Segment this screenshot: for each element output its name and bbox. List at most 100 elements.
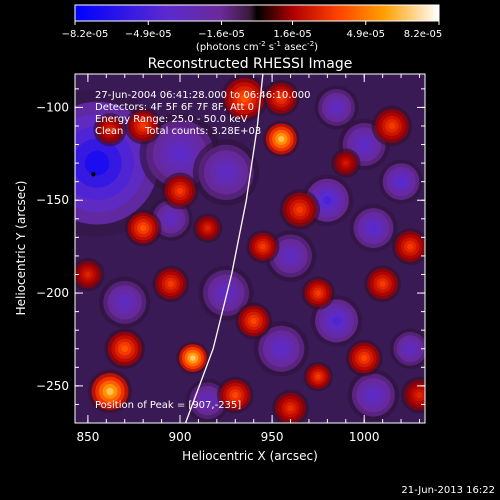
heatmap-blob-layer — [416, 392, 423, 399]
heatmap-blob-layer — [361, 354, 368, 362]
marker-dot — [91, 172, 96, 177]
heatmap-blob — [185, 378, 230, 423]
y-tick-label: −200 — [36, 286, 69, 300]
heatmap-blob — [124, 209, 162, 247]
colorbar-tick-label: −4.9e-05 — [125, 29, 172, 40]
heatmap-blob-layer — [85, 271, 91, 278]
heatmap-blob-layer — [369, 390, 378, 400]
heatmap-blob-layer — [286, 251, 295, 261]
x-tick-label: 850 — [76, 430, 99, 444]
heatmap-blob — [272, 389, 309, 423]
y-tick-label: −250 — [36, 379, 69, 393]
heatmap-blob-layer — [260, 243, 266, 250]
heatmap-blob — [198, 265, 254, 321]
x-tick-label: 900 — [169, 430, 192, 444]
heatmap-blob-layer — [84, 150, 110, 176]
plot-frame — [74, 73, 426, 424]
annotation-time-range: 27-Jun-2004 06:41:28.000 to 06:46:10.000 — [95, 90, 311, 101]
heatmap-blob — [262, 120, 300, 158]
heatmap-blob-layer — [276, 344, 286, 354]
heatmap-blob-layer — [359, 140, 369, 149]
heatmap-blob-layer — [406, 345, 414, 353]
y-axis-ticks: −100 −150 −200 −250 — [36, 88, 425, 424]
x-tick-label: 950 — [261, 430, 284, 444]
heatmap-blob — [349, 204, 398, 252]
colorbar-tick-label: −8.2e-05 — [62, 29, 109, 40]
heatmap-blob-layer — [107, 126, 113, 133]
heatmap-blob — [389, 328, 425, 370]
heatmap-blob — [279, 189, 321, 230]
heatmap-blob-layer — [140, 122, 147, 130]
heatmap-blob-layer — [167, 280, 174, 287]
heatmap-blob — [75, 257, 105, 292]
heatmap-image — [75, 74, 425, 423]
colorbar-unit: (photons cm-2 s-1 asec-2) — [196, 40, 318, 53]
heatmap-blob-layer — [315, 374, 321, 380]
heatmap-blob — [314, 85, 359, 130]
colorbar-ticks: −8.2e-05 −4.9e-05 −1.6e-05 1.6e-05 4.9e-05 8.… — [62, 21, 442, 40]
heatmap-blob — [98, 276, 151, 329]
annotation-total-counts: Total counts: 3.28E+03 — [144, 126, 261, 137]
heatmap-blob — [401, 376, 425, 414]
heatmap-blob-layer — [232, 392, 239, 399]
heatmap-blob — [192, 139, 260, 206]
heatmap-blob — [220, 74, 269, 123]
heatmap-blob-layer — [220, 166, 232, 178]
y-axis-label: Heliocentric Y (arcsec) — [14, 181, 28, 316]
x-tick-label: 1000 — [349, 430, 380, 444]
x-axis-ticks: 850 900 950 1000 — [76, 74, 420, 444]
heatmap-blob — [161, 172, 199, 210]
heatmap-blob — [124, 107, 162, 145]
heatmap-blob — [192, 213, 223, 243]
solar-limb-line — [184, 74, 264, 423]
heatmap-blob-layer — [120, 298, 130, 307]
heatmap-blob-layer — [343, 160, 349, 166]
heatmap-blob-layer — [287, 405, 294, 412]
heatmap-blob-layer — [106, 387, 114, 396]
heatmap-blob — [371, 105, 413, 147]
annotation-energy: Energy Range: 25.0 - 50.0 keV — [95, 114, 248, 125]
heatmap-blob — [216, 376, 254, 414]
heatmap-blob-layer — [296, 206, 304, 213]
heatmap-blob-layer — [203, 397, 212, 405]
heatmap-blob-layer — [205, 225, 211, 231]
heatmap-blob — [345, 339, 383, 377]
peak-marker — [91, 172, 96, 177]
heatmap-blob-layer — [407, 243, 414, 250]
heatmap-blob — [262, 79, 300, 117]
heatmap-blob — [331, 148, 361, 178]
heatmap-blob — [87, 369, 133, 414]
x-axis-label: Heliocentric X (arcsec) — [182, 449, 318, 463]
heatmap-blob — [253, 321, 309, 377]
heatmap-blob-layer — [176, 187, 184, 195]
heatmap-blob-layer — [278, 135, 285, 143]
heatmap-blob-layer — [369, 224, 378, 233]
heatmap-blob-layer — [323, 195, 332, 205]
heatmap-blob-layer — [167, 215, 175, 223]
heatmap-blob-layer — [278, 95, 285, 102]
heatmap-blob — [347, 369, 400, 421]
annotation-detectors: Detectors: 4F 5F 6F 7F 8F, Att 0 — [95, 102, 254, 113]
heatmap-blob — [378, 159, 424, 204]
y-tick-label: −150 — [36, 193, 69, 207]
heatmap-blob — [391, 228, 425, 266]
heatmap-blob-layer — [388, 122, 396, 130]
heatmap-blob-layer — [315, 290, 321, 296]
heatmap-blob — [152, 265, 190, 303]
heatmap-blob — [246, 230, 280, 264]
heatmap-blob — [176, 341, 210, 375]
heatmap-blob-layer — [190, 355, 196, 361]
colorbar-tick-label: 1.6e-05 — [273, 29, 311, 40]
colorbar-tick-label: −1.6e-05 — [198, 29, 245, 40]
heatmap-blob — [235, 302, 273, 340]
heatmap-blob — [303, 361, 333, 392]
heatmap-blob-layer — [332, 103, 341, 112]
chart-title: Reconstructed RHESSI Image — [148, 56, 353, 72]
heatmap-blob-layer — [332, 316, 341, 326]
heatmap-blob-layer — [397, 177, 405, 186]
heatmap-blob — [93, 113, 127, 147]
annotation-peak: Position of Peak = [907,-235] — [95, 400, 241, 411]
heatmap-blob-layer — [121, 345, 129, 353]
colorbar-tick-label: 4.9e-05 — [347, 29, 385, 40]
